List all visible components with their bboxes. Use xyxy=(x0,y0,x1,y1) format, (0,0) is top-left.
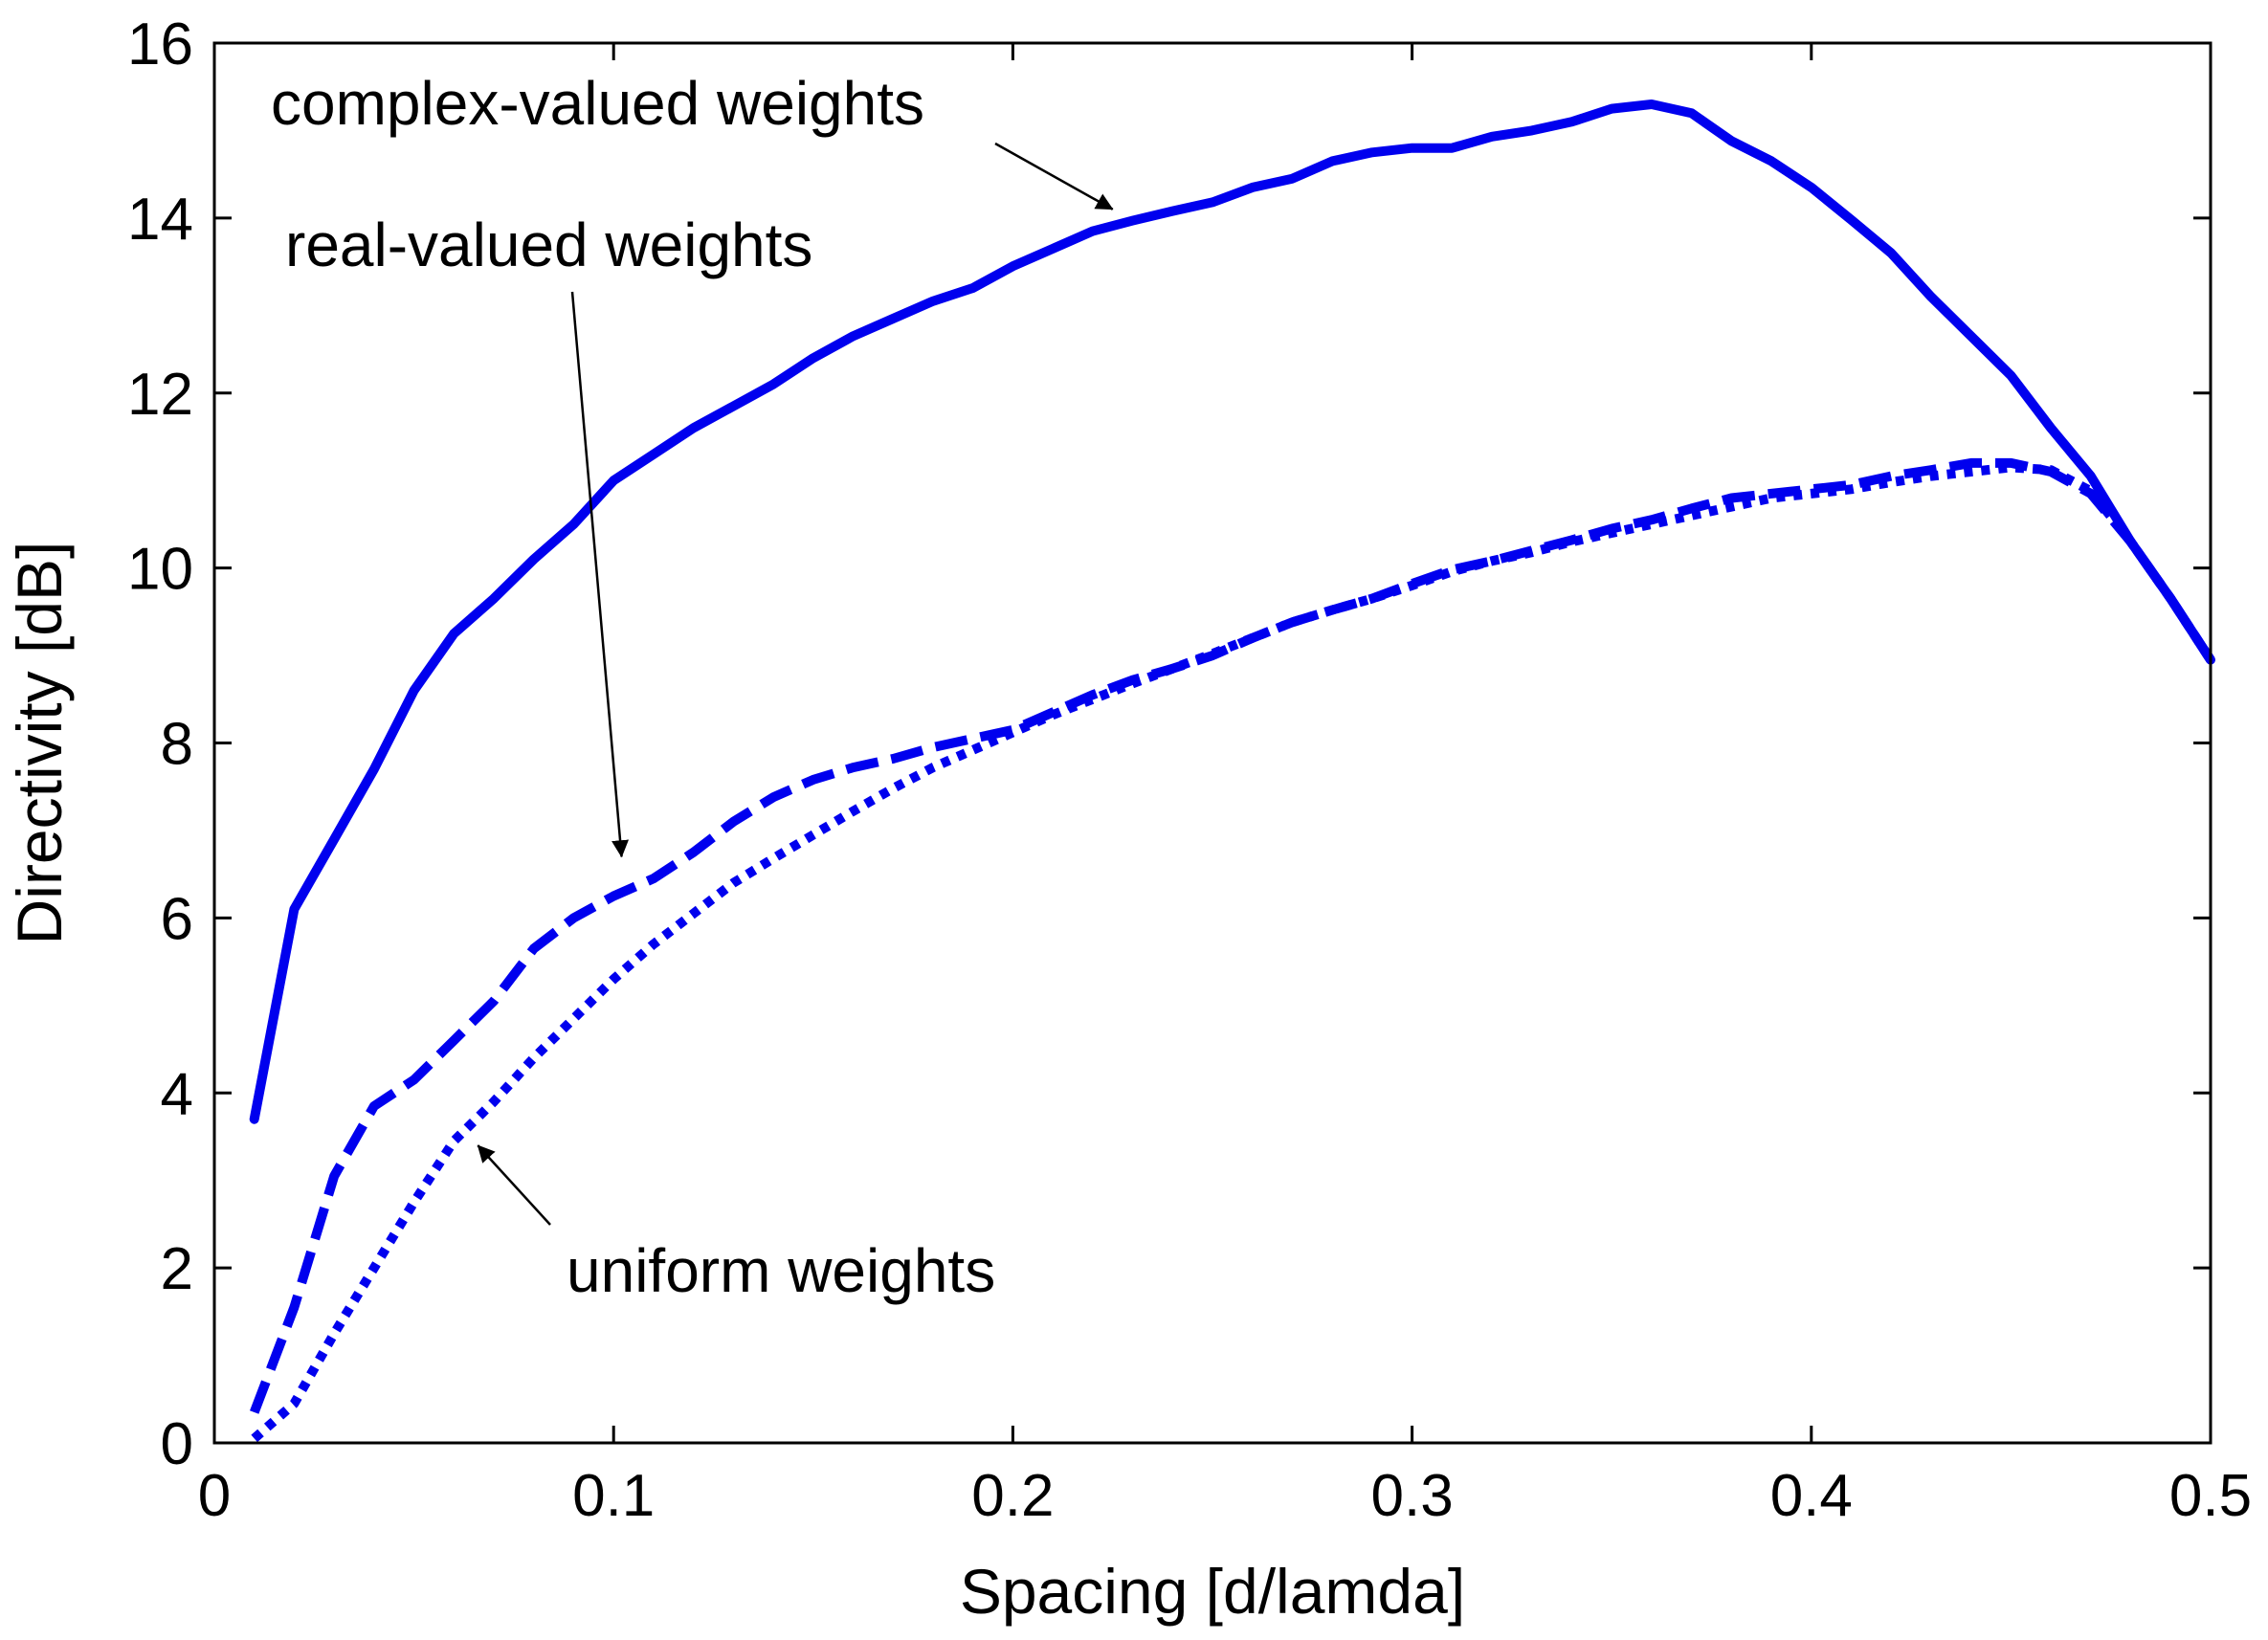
y-axis-label: Directivity [dB] xyxy=(4,542,75,945)
series-layer xyxy=(249,100,2215,1443)
series-line-uniform-weights xyxy=(251,462,2215,1443)
x-tick-label: 0.4 xyxy=(1770,1463,1853,1529)
annotation-layer: complex-valued weights real-valued weight… xyxy=(271,69,1114,1305)
y-tick-label: 2 xyxy=(161,1236,193,1302)
axes-layer: 0 0.1 0.2 0.3 0.4 0.5 0 2 4 6 8 10 12 14 16 Spacing [d/… xyxy=(4,11,2252,1627)
x-tick-label: 0.2 xyxy=(971,1463,1054,1529)
x-tick-label: 0.3 xyxy=(1370,1463,1453,1529)
y-tick-label: 10 xyxy=(127,537,193,603)
x-tick-label: 0.1 xyxy=(572,1463,655,1529)
annotation-real-valued-weights: real-valued weights xyxy=(285,211,812,279)
y-tick-label: 4 xyxy=(161,1061,193,1127)
annotation-complex-valued-weights: complex-valued weights xyxy=(271,69,924,138)
x-axis-label: Spacing [d/lamda] xyxy=(960,1556,1465,1627)
y-tick-label: 0 xyxy=(161,1411,193,1477)
y-tick-label: 16 xyxy=(127,11,193,78)
series-line-complex-valued-weights xyxy=(249,100,2215,1124)
annotation-arrow-complex-valued-weights xyxy=(994,142,1114,211)
y-tick-label: 8 xyxy=(161,712,193,778)
y-tick-label: 14 xyxy=(127,187,193,253)
annotation-uniform-weights: uniform weights xyxy=(567,1236,995,1305)
annotation-arrow-uniform-weights xyxy=(477,1144,551,1226)
series-line-real-valued-weights xyxy=(250,457,2215,1414)
y-tick-label: 6 xyxy=(161,886,193,952)
x-tick-label: 0.5 xyxy=(2169,1463,2252,1529)
x-tick-label: 0 xyxy=(198,1463,231,1529)
y-tick-label: 12 xyxy=(127,362,193,428)
annotation-arrow-real-valued-weights xyxy=(570,291,630,858)
